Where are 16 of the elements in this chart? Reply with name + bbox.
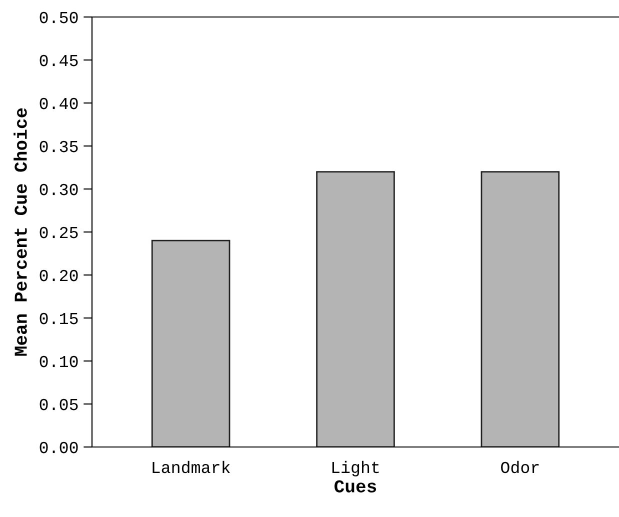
- y-tick-label: 0.00: [40, 442, 78, 454]
- y-tick-label: 0.50: [40, 12, 78, 24]
- y-tick-label: 0.45: [40, 54, 78, 66]
- x-tick-label: Light: [332, 460, 379, 476]
- y-tick-label: 0.15: [40, 312, 78, 324]
- y-tick-label: 0.35: [40, 140, 78, 152]
- y-axis-title: Mean Percent Cue Choice: [14, 108, 27, 356]
- y-tick-label: 0.05: [40, 398, 78, 410]
- y-tick-label: 0.20: [40, 270, 78, 282]
- x-tick-label: Odor: [501, 460, 539, 474]
- y-tick-label: 0.30: [40, 184, 78, 196]
- x-tick-label: Landmark: [152, 460, 230, 474]
- x-axis-title: Cues: [334, 480, 376, 492]
- y-tick-label: 0.40: [40, 98, 78, 110]
- y-tick-label: 0.25: [40, 226, 78, 238]
- y-tick-label: 0.10: [40, 356, 78, 368]
